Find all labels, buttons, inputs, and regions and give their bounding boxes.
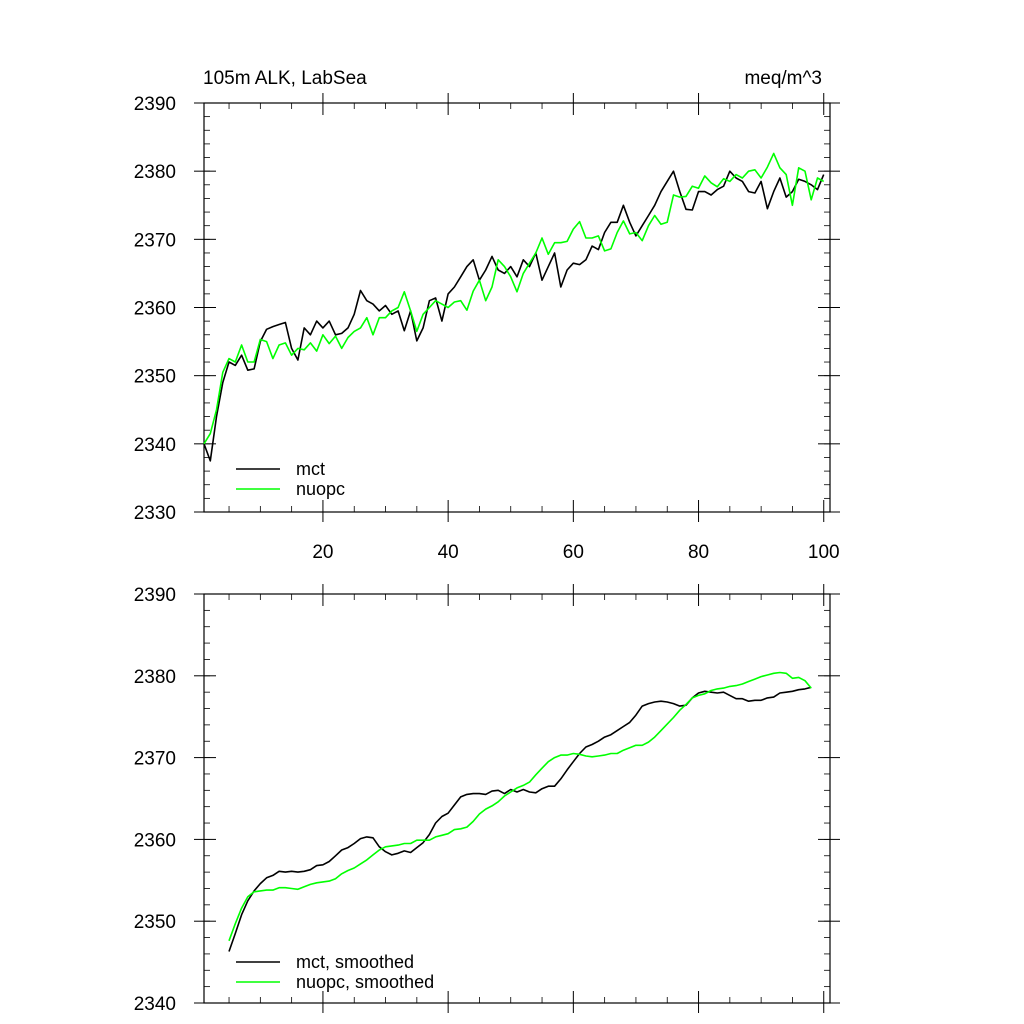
plot-frame [203, 593, 831, 1004]
y-tick-label: 2380 [134, 162, 176, 183]
y-tick-label: 2350 [134, 912, 176, 933]
y-tick-label: 2330 [134, 503, 176, 524]
series-line-nuopc [203, 152, 825, 445]
y-tick-label: 2370 [134, 230, 176, 251]
x-tick-label: 80 [688, 542, 709, 563]
y-tick-label: 2390 [134, 585, 176, 606]
x-tick-label: 60 [563, 542, 584, 563]
x-tick-label: 40 [438, 542, 459, 563]
series-line-mct-smoothed [228, 686, 812, 952]
axis-ticks: 2330 2340 2350 2360 2370 2380 2390 20 40 60 80 100 [134, 93, 840, 563]
units-label: meq/m^3 [744, 68, 822, 89]
axis-ticks: 2340 2350 2360 2370 2380 2390 [134, 584, 840, 1015]
y-tick-label: 2360 [134, 299, 176, 320]
series-lines [228, 671, 812, 952]
legend-label: mct, smoothed [296, 952, 414, 972]
legend-label: nuopc, smoothed [296, 972, 434, 992]
y-tick-label: 2360 [134, 830, 176, 851]
legend-label: nuopc [296, 479, 345, 499]
y-tick-label: 2380 [134, 667, 176, 688]
y-tick-label: 2390 [134, 94, 176, 115]
series-lines [203, 152, 825, 462]
y-tick-label: 2370 [134, 749, 176, 770]
bottom-panel: 2340 2350 2360 2370 2380 2390 mct, smoothednu… [134, 584, 840, 1015]
y-tick-label: 2350 [134, 367, 176, 388]
chart-title: 105m ALK, LabSea [203, 68, 367, 89]
series-line-mct [203, 170, 825, 462]
x-tick-label: 20 [312, 542, 333, 563]
y-tick-label: 2340 [134, 994, 176, 1015]
legend-label: mct [296, 459, 325, 479]
series-line-nuopc-smoothed [228, 671, 812, 942]
y-tick-label: 2340 [134, 435, 176, 456]
plot-frame [203, 102, 831, 513]
top-panel: 105m ALK, LabSea meq/m^3 2330 2340 2350 236… [134, 68, 840, 563]
x-tick-label: 100 [808, 542, 840, 563]
